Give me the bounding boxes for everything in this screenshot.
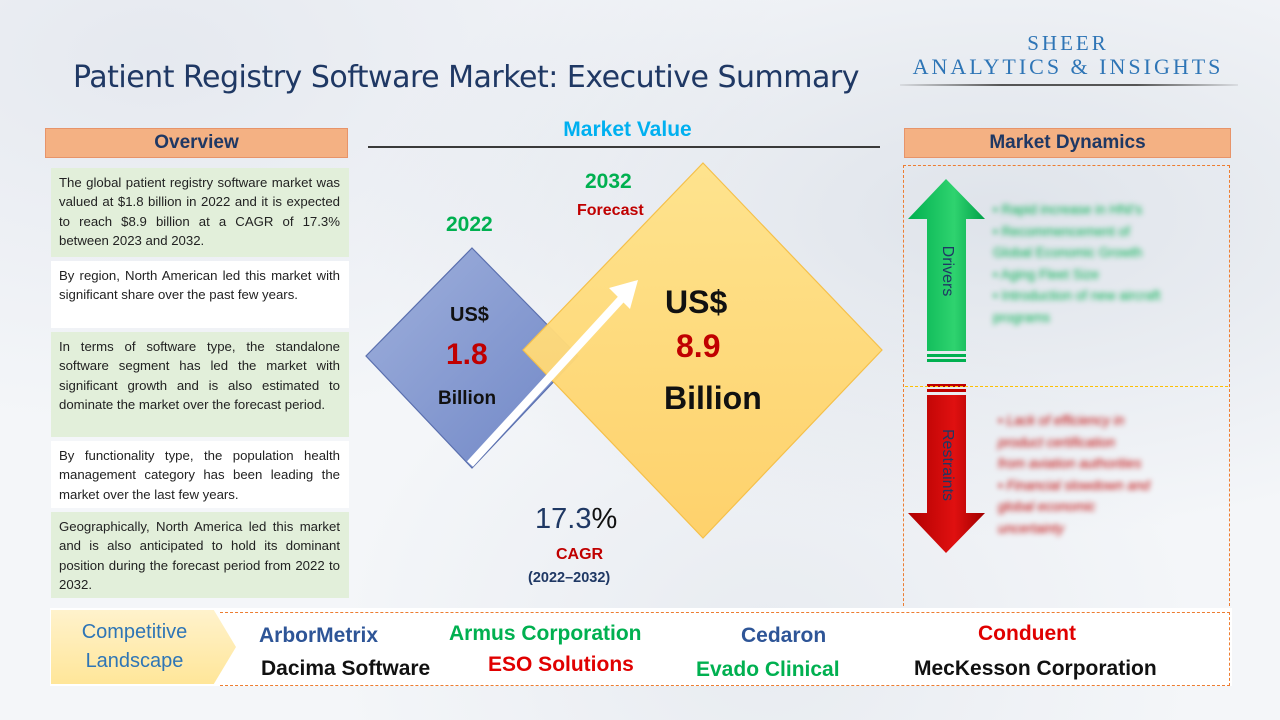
restraints-arrow <box>908 395 985 553</box>
competitive-label-line-1: Competitive <box>81 621 188 643</box>
year-2032: 2032 <box>585 170 632 193</box>
drivers-label: Drivers <box>939 245 956 297</box>
restraint-item: uncertainty <box>998 520 1065 536</box>
logo-line-2: ANALYTICS & INSIGHTS <box>912 54 1224 79</box>
driver-item: • Aging Fleet Size <box>993 266 1100 282</box>
value-2022-unit: Billion <box>438 388 497 409</box>
value-2022-diamond <box>365 247 579 469</box>
value-2032-unit: Billion <box>664 380 762 416</box>
logo-line-1: SHEER <box>1027 31 1109 55</box>
value-2022-currency: US$ <box>450 304 489 326</box>
competitive-label-line-2: Landscape <box>85 650 184 672</box>
year-2022: 2022 <box>446 213 493 236</box>
company-meckesson-corporation: MecKesson Corporation <box>914 657 1157 680</box>
value-2032-currency: US$ <box>665 284 728 320</box>
overview-paragraph-4: By functionality type, the population he… <box>51 441 349 508</box>
company-arbormetrix: ArborMetrix <box>259 624 379 647</box>
value-2022-amount: 1.8 <box>446 338 488 371</box>
restraint-item: • Lack of efficiency in <box>998 413 1125 428</box>
driver-item: • Introduction of new aircraft <box>993 288 1161 303</box>
market-dynamics-divider <box>905 386 1228 387</box>
driver-item: • Rapid increase in HNI's <box>993 202 1143 217</box>
driver-item: • Recommencement of <box>993 223 1130 239</box>
logo-underline <box>900 84 1238 86</box>
restraint-item: from aviation authorities <box>998 456 1142 471</box>
drivers-arrow <box>908 179 985 351</box>
company-cedaron: Cedaron <box>741 624 827 647</box>
market-value-header: Market Value <box>563 118 692 141</box>
value-2032-amount: 8.9 <box>676 328 721 364</box>
overview-header: Overview <box>45 128 348 158</box>
competitive-landscape-border <box>220 612 1230 686</box>
restraint-item: • Financial slowdown and <box>998 477 1150 493</box>
page-title: Patient Registry Software Market: Execut… <box>73 60 859 95</box>
growth-arrow-head <box>609 280 638 309</box>
market-dynamics-header: Market Dynamics <box>904 128 1231 158</box>
restraint-item: product certification <box>998 434 1116 450</box>
cagr-percent-sign: % <box>591 503 618 535</box>
value-2032-diamond <box>522 162 883 539</box>
driver-item: Global Economic Growth <box>993 245 1143 260</box>
overview-paragraph-3: In terms of software type, the standalon… <box>51 332 349 437</box>
competitive-landscape-area <box>50 608 1232 686</box>
company-dacima-software: Dacima Software <box>261 657 431 680</box>
drivers-list: • Rapid increase in HNI's • Recommenceme… <box>993 199 1161 328</box>
restraints-list: • Lack of efficiency in product certific… <box>998 410 1150 539</box>
competitive-landscape-label: Competitive Landscape <box>51 610 236 684</box>
company-evado-clinical: Evado Clinical <box>696 658 840 681</box>
market-value-divider <box>368 146 880 148</box>
cagr-number: 17.3 <box>535 503 592 535</box>
company-conduent: Conduent <box>978 622 1076 645</box>
restraint-item: global economic <box>998 499 1096 514</box>
cagr-label: CAGR <box>556 546 604 563</box>
overview-paragraph-1: The global patient registry software mar… <box>51 168 349 257</box>
overview-paragraph-5: Geographically, North America led this m… <box>51 512 349 598</box>
overview-paragraph-2: By region, North American led this marke… <box>51 261 349 328</box>
brand-logo: SHEER ANALYTICS & INSIGHTS <box>898 32 1238 86</box>
company-armus-corporation: Armus Corporation <box>449 622 642 645</box>
cagr-value: 17.3% <box>535 503 617 536</box>
restraints-label: Restraints <box>939 428 956 502</box>
overview-column: The global patient registry software mar… <box>51 168 349 602</box>
cagr-range: (2022–2032) <box>528 570 611 586</box>
forecast-tag: Forecast <box>577 202 644 219</box>
driver-item: programs <box>993 309 1051 325</box>
company-eso-solutions: ESO Solutions <box>488 653 634 676</box>
